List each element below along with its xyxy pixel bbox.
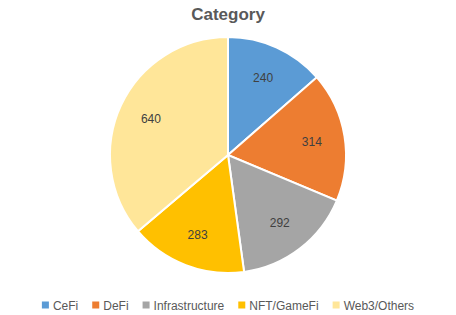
legend-label: CeFi <box>53 299 78 313</box>
legend-item: Web3/Others <box>333 299 414 313</box>
data-label: 283 <box>188 228 208 242</box>
legend-item: CeFi <box>42 299 78 313</box>
legend-swatch <box>92 302 99 309</box>
data-label: 314 <box>302 135 322 149</box>
legend-swatch <box>238 302 245 309</box>
slice <box>228 155 337 272</box>
data-labels: 240 314 292 283 640 <box>141 71 322 242</box>
legend-item: NFT/GameFi <box>238 299 318 313</box>
legend-swatch <box>333 302 340 309</box>
legend-item: DeFi <box>92 299 128 313</box>
legend-swatch <box>143 302 150 309</box>
data-label: 640 <box>141 112 161 126</box>
chart: Category 240 314 292 283 640 CeFi DeFi Infrastru… <box>0 0 456 315</box>
legend-item: Infrastructure <box>143 299 225 313</box>
legend-label: DeFi <box>103 299 128 313</box>
legend: CeFi DeFi Infrastructure NFT/GameFi Web3/Oth… <box>42 299 414 313</box>
legend-label: Infrastructure <box>154 299 225 313</box>
title: Category <box>191 5 265 24</box>
slice <box>110 37 228 231</box>
legend-label: Web3/Others <box>344 299 414 313</box>
data-label: 240 <box>253 71 273 85</box>
legend-swatch <box>42 302 49 309</box>
pie <box>110 37 346 273</box>
legend-label: NFT/GameFi <box>249 299 318 313</box>
data-label: 292 <box>270 216 290 230</box>
